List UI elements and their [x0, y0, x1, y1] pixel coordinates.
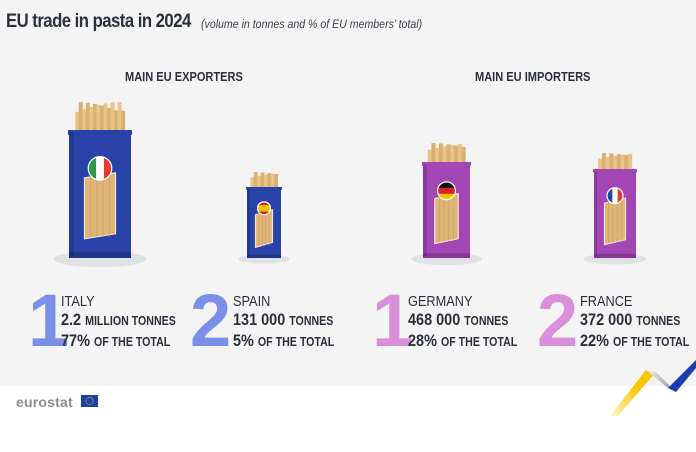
- importers-heading: MAIN EU IMPORTERS: [475, 69, 591, 84]
- share: 28%: [408, 331, 437, 350]
- rank-number: 1: [28, 279, 69, 362]
- france-flag-icon: [607, 187, 623, 204]
- share: 22%: [580, 331, 609, 350]
- country-name: ITALY: [61, 293, 95, 310]
- share-suffix: OF THE TOTAL: [440, 335, 518, 349]
- share: 77%: [61, 331, 90, 350]
- country-stats-france: FRANCE 372 000 TONNES 22% OF THE TOTAL: [580, 293, 689, 352]
- volume: 2.2: [61, 310, 82, 329]
- spaghetti-icon: [427, 143, 466, 164]
- share-suffix: OF THE TOTAL: [612, 335, 690, 349]
- volume-unit: TONNES: [289, 314, 334, 328]
- package-window: [434, 192, 459, 245]
- country-name: SPAIN: [233, 293, 271, 310]
- page-subtitle: (volume in tonnes and % of EU members’ t…: [201, 19, 423, 31]
- germany-flag-icon: [437, 181, 456, 200]
- spaghetti-icon: [75, 102, 126, 132]
- page-title: EU trade in pasta in 2024: [6, 11, 191, 32]
- country-name: FRANCE: [580, 293, 633, 310]
- volume-unit: TONNES: [636, 314, 681, 328]
- country-stats-germany: GERMANY 468 000 TONNES 28% OF THE TOTAL: [408, 293, 517, 352]
- ribbon-decoration: [610, 360, 696, 416]
- country-name: GERMANY: [408, 293, 473, 310]
- volume: 372 000: [580, 310, 633, 329]
- country-stats-italy: ITALY 2.2 MILLION TONNES 77% OF THE TOTA…: [61, 293, 176, 352]
- eu-flag-icon: [81, 395, 98, 407]
- pasta-package-spain: [238, 172, 290, 264]
- package-window: [83, 172, 117, 240]
- spain-flag-icon: [257, 201, 271, 215]
- spaghetti-icon: [250, 172, 278, 189]
- share: 5%: [233, 331, 254, 350]
- pasta-package-italy: [53, 102, 147, 268]
- rank-number: 2: [537, 279, 578, 362]
- pasta-package-germany: [411, 143, 482, 266]
- pasta-package-france: [583, 153, 647, 265]
- share-suffix: OF THE TOTAL: [93, 335, 171, 349]
- volume-unit: TONNES: [464, 314, 509, 328]
- exporters-heading: MAIN EU EXPORTERS: [125, 69, 243, 84]
- italy-flag-icon: [88, 156, 112, 181]
- volume: 468 000: [408, 310, 461, 329]
- eurostat-logo: eurostat: [16, 394, 73, 410]
- packages-svg: [53, 102, 647, 268]
- spaghetti-icon: [598, 153, 633, 171]
- volume-unit: MILLION TONNES: [85, 314, 176, 328]
- country-stats-spain: SPAIN 131 000 TONNES 5% OF THE TOTAL: [233, 293, 334, 352]
- package-window: [254, 209, 274, 249]
- package-window: [603, 197, 627, 246]
- volume: 131 000: [233, 310, 286, 329]
- rank-number: 2: [190, 279, 231, 362]
- share-suffix: OF THE TOTAL: [257, 335, 335, 349]
- rank-number: 1: [372, 279, 413, 362]
